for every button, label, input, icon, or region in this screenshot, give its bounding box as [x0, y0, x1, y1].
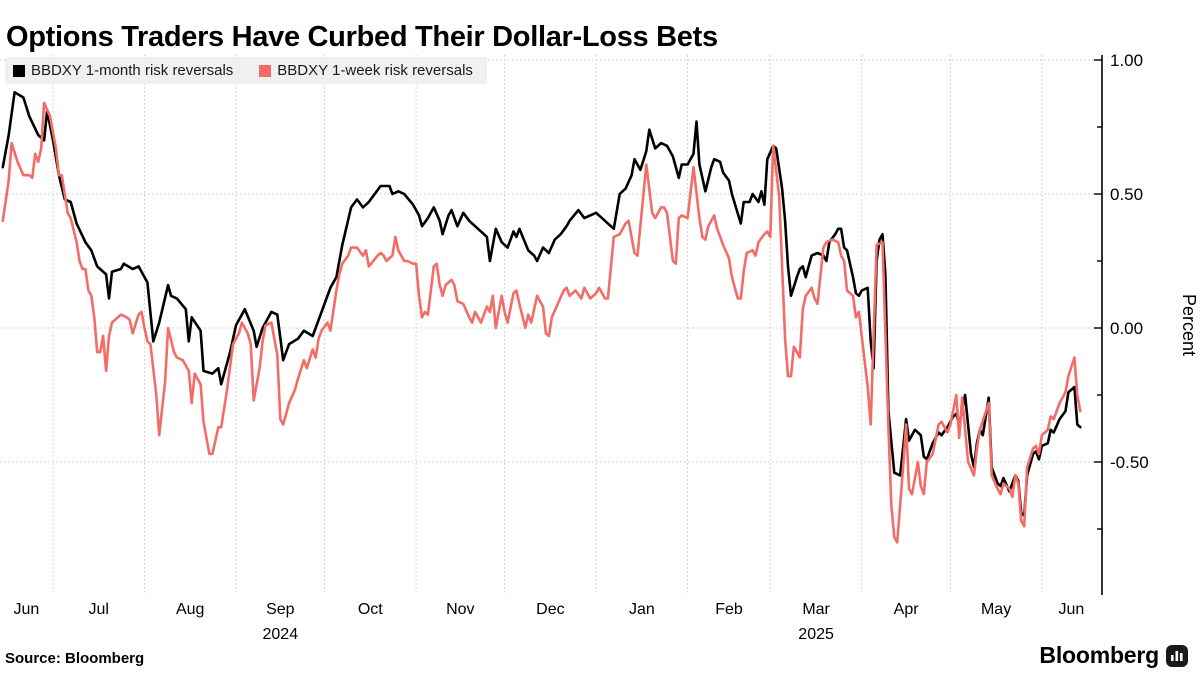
x-axis-month-label: Oct	[358, 601, 383, 618]
legend-label-1-month: BBDXY 1-month risk reversals	[31, 62, 234, 79]
y-tick-label: -0.50	[1110, 453, 1149, 472]
x-axis-month-label: Jul	[88, 601, 108, 618]
legend-label-1-week: BBDXY 1-week risk reversals	[277, 62, 473, 79]
x-axis-month-label: Dec	[536, 601, 564, 618]
x-axis-month-label: Aug	[176, 601, 204, 618]
y-axis	[1094, 55, 1103, 595]
x-axis-month-label: Feb	[715, 601, 743, 618]
y-tick-label: 0.00	[1110, 319, 1143, 338]
source-note: Source: Bloomberg	[5, 650, 145, 667]
y-axis-title: Percent	[1179, 294, 1199, 356]
x-axis-month-label: Apr	[894, 601, 920, 618]
y-tick-label: 0.50	[1110, 185, 1143, 204]
series-line-1-week	[1, 101, 1082, 544]
axis-labels: 1.00 0.50 0.00 -0.50 Jun Jul Aug Sep Oct Nov Dec Ja…	[14, 51, 1149, 643]
legend-swatch-1-month	[13, 64, 25, 77]
x-axis-month-label: Jan	[629, 601, 655, 618]
legend-item-1-month: BBDXY 1-month risk reversals	[13, 62, 233, 79]
bloomberg-brand: Bloomberg	[1039, 642, 1188, 669]
x-axis-month-label: May	[981, 601, 1011, 618]
x-axis-month-label: Jun	[1059, 601, 1085, 618]
x-axis-year-label: 2024	[263, 626, 299, 643]
legend-swatch-1-week	[259, 64, 272, 77]
x-axis-month-label: Jun	[14, 601, 40, 618]
x-axis-year-label: 2025	[798, 626, 834, 643]
bloomberg-wordmark: Bloomberg	[1039, 642, 1159, 668]
bloomberg-bars-icon	[1166, 644, 1188, 667]
x-axis-month-label: Mar	[802, 601, 830, 618]
legend: BBDXY 1-month risk reversals BBDXY 1-wee…	[5, 57, 487, 84]
series-lines	[1, 90, 1082, 544]
x-axis-month-label: Sep	[266, 601, 295, 618]
legend-item-1-week: BBDXY 1-week risk reversals	[259, 62, 473, 79]
chart-title: Options Traders Have Curbed Their Dollar…	[6, 21, 718, 54]
y-tick-label: 1.00	[1110, 51, 1143, 70]
x-axis-month-label: Nov	[446, 601, 474, 618]
